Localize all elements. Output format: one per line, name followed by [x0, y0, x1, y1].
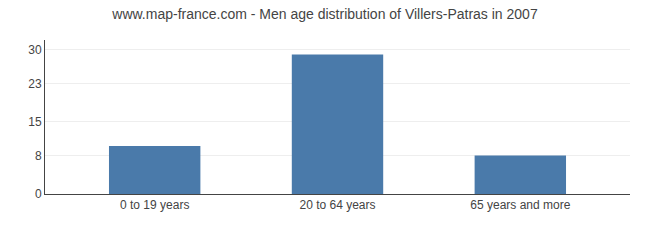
- svg-text:15: 15: [28, 115, 42, 129]
- svg-text:0: 0: [35, 187, 42, 201]
- svg-text:30: 30: [28, 43, 42, 57]
- svg-text:20 to 64 years: 20 to 64 years: [299, 198, 375, 212]
- svg-text:www.map-france.com - Men age d: www.map-france.com - Men age distributio…: [111, 6, 538, 22]
- svg-text:8: 8: [35, 149, 42, 163]
- svg-text:0 to 19 years: 0 to 19 years: [120, 198, 189, 212]
- svg-text:23: 23: [28, 77, 42, 91]
- svg-text:65 years and more: 65 years and more: [470, 198, 570, 212]
